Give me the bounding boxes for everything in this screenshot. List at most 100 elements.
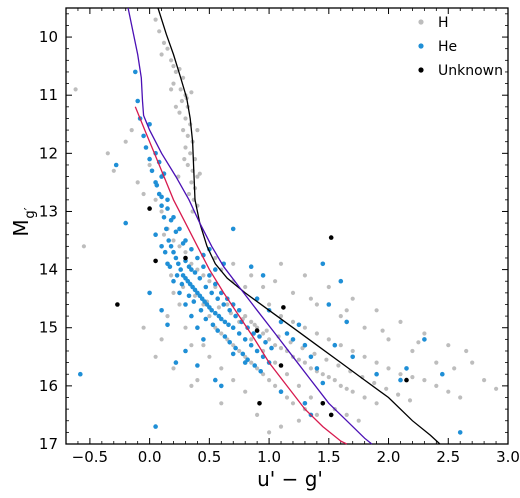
point-he bbox=[320, 380, 326, 386]
point-he bbox=[422, 337, 427, 342]
point-he bbox=[338, 278, 344, 284]
point-he bbox=[215, 328, 220, 333]
point-he bbox=[164, 226, 169, 232]
point-h bbox=[398, 319, 403, 324]
point-h bbox=[314, 412, 319, 417]
point-he bbox=[180, 241, 186, 246]
point-h bbox=[179, 98, 184, 104]
point-h bbox=[326, 337, 331, 342]
point-he bbox=[219, 316, 224, 322]
point-h bbox=[207, 279, 212, 284]
point-unknown bbox=[115, 302, 120, 307]
point-h bbox=[344, 308, 349, 313]
legend-label: He bbox=[438, 39, 457, 55]
point-h bbox=[105, 151, 110, 156]
point-he bbox=[147, 290, 152, 296]
point-he bbox=[236, 308, 242, 313]
point-he bbox=[147, 156, 152, 162]
point-he bbox=[166, 238, 171, 243]
point-he bbox=[209, 290, 214, 296]
point-h bbox=[135, 180, 140, 185]
x-tick-label: 1.0 bbox=[257, 448, 281, 466]
point-h bbox=[176, 174, 181, 179]
point-h bbox=[213, 255, 218, 261]
point-h bbox=[159, 209, 164, 214]
point-h bbox=[482, 378, 487, 383]
point-he bbox=[201, 337, 206, 342]
point-he bbox=[171, 278, 176, 284]
point-h bbox=[267, 430, 272, 435]
point-h bbox=[171, 81, 176, 86]
y-tick-label: 12 bbox=[39, 144, 58, 162]
point-he bbox=[326, 302, 332, 307]
point-h bbox=[201, 273, 206, 278]
point-h bbox=[296, 357, 301, 362]
point-he bbox=[173, 229, 179, 235]
point-he bbox=[159, 308, 164, 313]
point-he bbox=[230, 226, 236, 232]
point-he bbox=[230, 351, 236, 357]
point-he bbox=[404, 366, 409, 371]
y-tick-label: 11 bbox=[39, 86, 58, 104]
point-h bbox=[171, 238, 176, 243]
point-he bbox=[242, 337, 248, 342]
point-he bbox=[168, 217, 174, 223]
point-h bbox=[396, 392, 401, 397]
point-h bbox=[123, 139, 128, 144]
point-h bbox=[255, 412, 260, 417]
point-he bbox=[143, 145, 149, 150]
point-h bbox=[264, 328, 269, 333]
point-h bbox=[308, 296, 313, 301]
model-curve bbox=[157, 7, 441, 445]
point-h bbox=[185, 133, 190, 138]
point-he bbox=[195, 255, 200, 261]
point-h bbox=[182, 157, 187, 162]
point-he bbox=[135, 98, 140, 104]
point-h bbox=[312, 351, 317, 356]
point-he bbox=[374, 371, 379, 377]
point-he bbox=[173, 360, 179, 365]
point-he bbox=[284, 331, 290, 336]
point-h bbox=[169, 87, 174, 92]
point-he bbox=[159, 194, 164, 200]
point-h bbox=[171, 64, 176, 69]
y-tick-label: 17 bbox=[39, 435, 58, 453]
point-he bbox=[254, 348, 260, 354]
point-h bbox=[129, 128, 134, 133]
model-curves bbox=[127, 7, 441, 445]
point-h bbox=[464, 348, 469, 354]
point-unknown bbox=[183, 255, 188, 261]
point-h bbox=[197, 171, 202, 176]
point-h bbox=[173, 69, 178, 74]
point-h bbox=[302, 325, 307, 330]
point-h bbox=[338, 343, 343, 348]
point-h bbox=[159, 52, 164, 57]
point-he bbox=[233, 313, 238, 319]
point-h bbox=[494, 386, 499, 391]
point-h bbox=[422, 331, 427, 336]
x-tick-label: 2.0 bbox=[377, 448, 401, 466]
series-unknown bbox=[115, 206, 409, 418]
x-axis-label: u' − g' bbox=[257, 467, 323, 491]
point-h bbox=[458, 395, 463, 400]
point-h bbox=[177, 110, 182, 115]
point-h bbox=[161, 232, 167, 237]
point-h bbox=[302, 273, 307, 278]
point-h bbox=[278, 346, 284, 351]
axis-ticks: −0.5 0.0 0.5 1.0 1.5 2.0 2.5 3.0 10 11 12 13 14 15 16 1… bbox=[39, 8, 520, 466]
point-unknown bbox=[153, 258, 158, 264]
point-h bbox=[249, 360, 254, 365]
point-h bbox=[189, 383, 194, 388]
point-he bbox=[174, 273, 180, 278]
point-he bbox=[227, 340, 232, 345]
x-tick-label: −0.5 bbox=[72, 448, 108, 466]
point-h bbox=[470, 360, 475, 365]
point-h bbox=[350, 296, 355, 301]
point-h bbox=[273, 279, 278, 284]
point-he bbox=[197, 276, 203, 281]
point-h bbox=[278, 314, 284, 319]
point-h bbox=[73, 87, 78, 92]
point-h bbox=[169, 273, 174, 278]
series-h bbox=[73, 17, 499, 435]
point-h bbox=[185, 162, 190, 168]
